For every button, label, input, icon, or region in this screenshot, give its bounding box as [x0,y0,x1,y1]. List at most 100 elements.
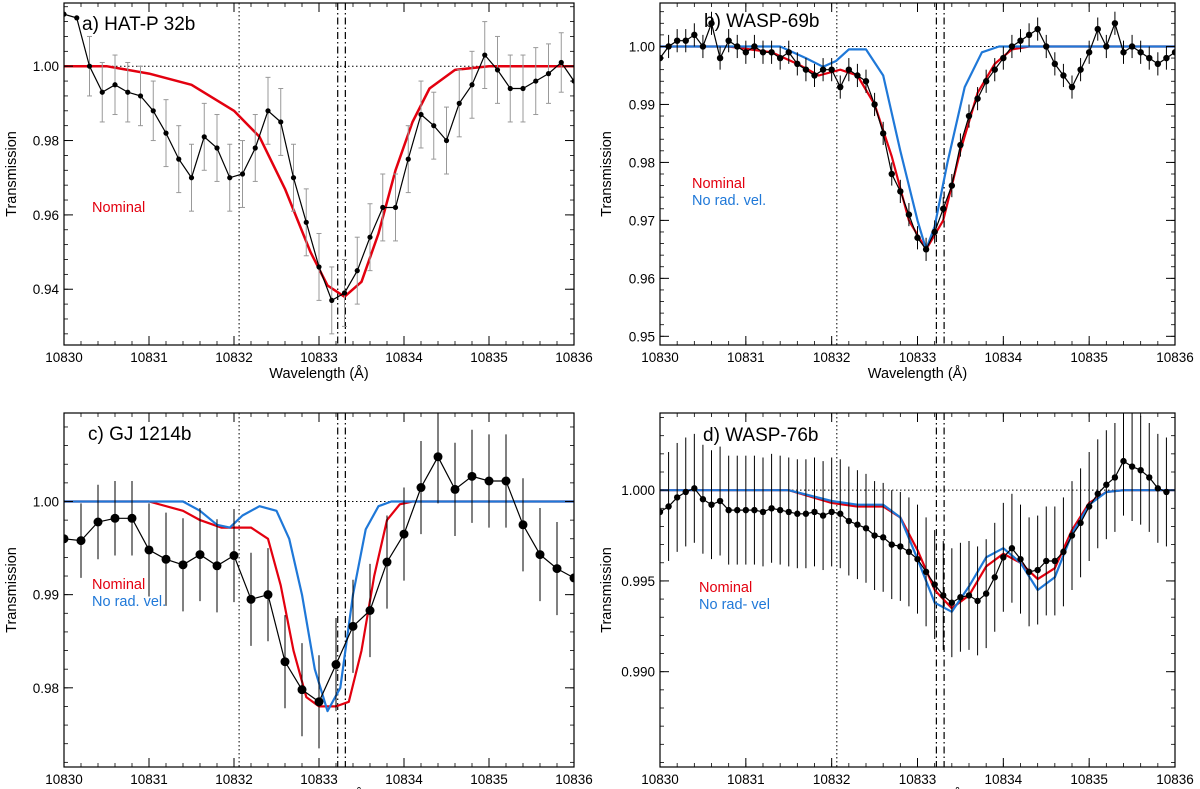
data-point [1094,25,1101,33]
data-point [552,564,562,574]
data-point [914,234,921,241]
data-point [367,234,373,240]
data-point [1111,474,1119,481]
data-point [1154,60,1162,68]
x-axis-label: Wavelength (Å) [269,787,368,789]
data-point [195,550,205,560]
data-point [507,85,513,92]
x-axis-label: Wavelength (Å) [868,365,967,382]
y-axis-label: Transmission [599,131,615,217]
data-point [948,182,956,189]
data-point [86,63,93,69]
data-point [862,525,870,532]
data-point [112,82,118,88]
data-point [1154,485,1162,492]
data-point [888,541,895,548]
data-point [1043,557,1050,565]
data-point [854,72,861,79]
x-tick-label: 10833 [899,772,937,787]
data-point [682,37,689,44]
data-point [811,72,818,79]
data-point [794,60,801,68]
y-tick-label: 0.98 [33,681,59,696]
data-point [1068,83,1076,91]
x-tick-label: 10835 [470,350,508,365]
data-point [776,506,784,514]
data-point [263,590,273,600]
data-point [1128,43,1136,50]
panel-b: 10830 10831 10832 10833 10834 10835 10836 0.95 0… [599,2,1194,382]
data-point [399,529,409,539]
data-point [520,85,526,92]
data-point [329,297,335,303]
x-tick-label: 10835 [1070,772,1108,787]
data-series [660,11,1175,261]
data-point [341,290,348,296]
x-tick-label: 10836 [555,350,593,365]
data-point [201,134,207,140]
x-tick-label: 10836 [1156,772,1194,787]
data-point [837,83,844,91]
data-point [1103,43,1110,50]
data-point [144,545,154,555]
data-point [725,37,732,44]
data-point [290,175,297,181]
x-tick-label: 10834 [385,772,423,787]
data-point [802,510,810,517]
data-point [991,66,998,73]
panel-title: c) GJ 1214b [88,424,192,445]
data-point [1034,566,1041,574]
x-axis-label: Wavelength (Å) [269,365,368,382]
data-point [246,594,256,604]
x-tick-label: 10831 [130,772,168,787]
data-point [331,660,341,670]
x-tick-label: 10834 [385,350,423,365]
data-point [1120,49,1127,56]
data-point [110,513,120,523]
x-tick-label: 10831 [130,350,168,365]
x-tick-label: 10836 [555,772,593,787]
data-point [660,508,664,516]
data-point [725,506,732,514]
data-point [99,89,105,95]
data-point [699,496,707,503]
data-point [897,188,904,195]
data-point [405,156,411,162]
data-point [558,59,564,66]
data-point [382,557,392,567]
data-point [456,100,462,106]
data-point [188,175,195,181]
data-point [1094,490,1101,497]
data-point [392,204,399,211]
data-point [1103,481,1110,488]
data-point [708,501,715,508]
data-point [280,657,290,667]
data-point [518,520,528,530]
y-tick-label: 1.00 [33,495,59,510]
y-tick-label: 0.96 [629,271,655,286]
model-line-0 [64,64,574,298]
data-point [673,37,681,44]
data-point [533,78,539,84]
data-series [660,413,1170,658]
panel-title: b) WASP-69b [704,11,819,32]
data-point [965,592,973,599]
data-point [163,130,169,136]
data-point [897,543,904,550]
data-point [431,123,437,129]
data-point [1025,31,1033,39]
data-point [905,548,913,556]
data-point [214,145,220,151]
legend-entry: Nominal [699,580,752,596]
panel-c: 10830 10831 10832 10833 10834 10835 10836 0.98 0… [4,412,593,789]
data-point [828,508,835,516]
data-point [1000,54,1007,62]
y-tick-label: 0.990 [621,665,655,680]
data-point [691,485,698,492]
data-point [252,145,258,151]
data-point [450,484,460,494]
data-point [768,49,775,56]
data-point [957,141,964,149]
data-point [1060,72,1067,79]
